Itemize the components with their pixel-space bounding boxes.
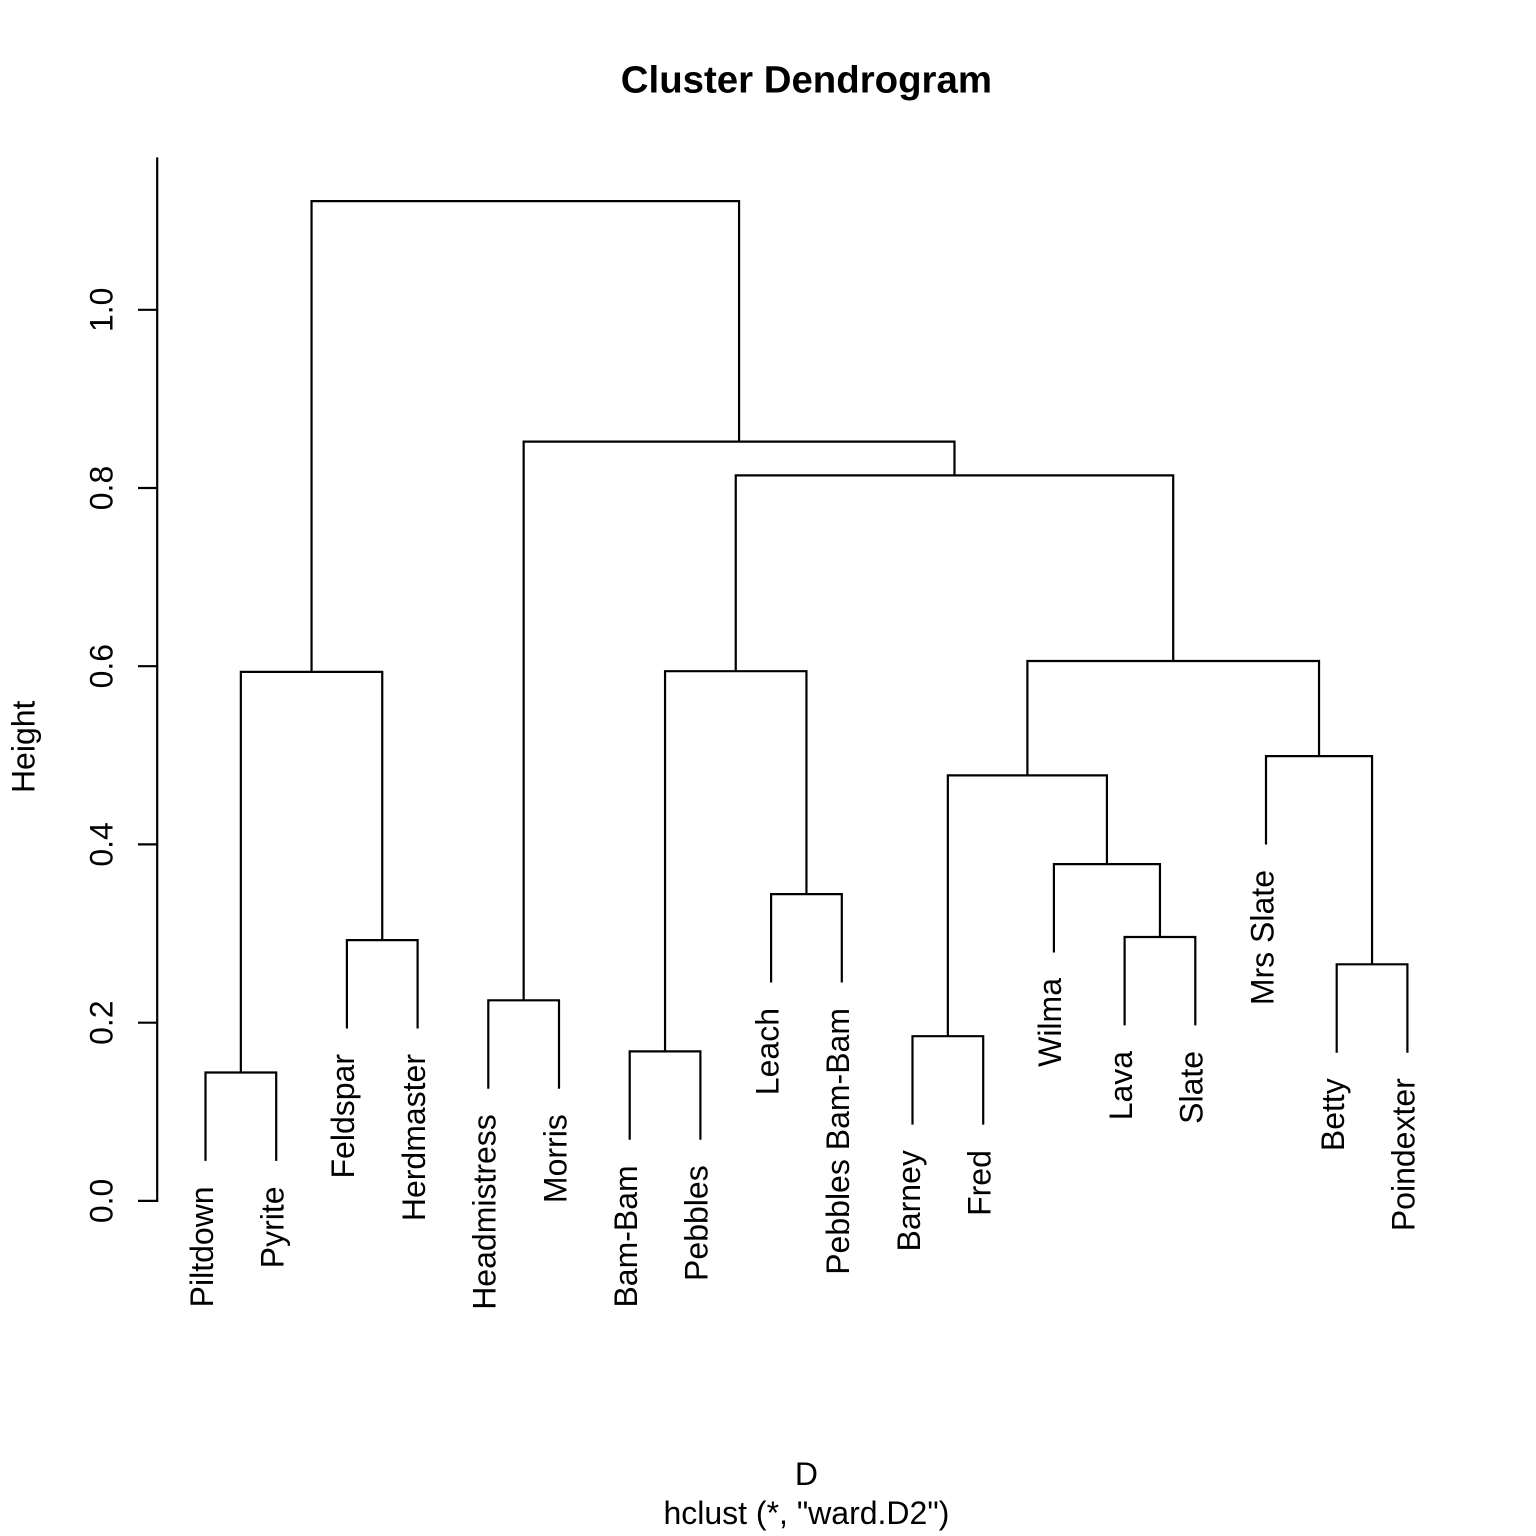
svg-text:Pebbles Bam-Bam: Pebbles Bam-Bam [820,1008,856,1275]
svg-text:Herdmaster: Herdmaster [396,1054,432,1222]
svg-text:Poindexter: Poindexter [1386,1078,1422,1231]
svg-text:Pyrite: Pyrite [255,1186,291,1268]
svg-text:Bam-Bam: Bam-Bam [608,1165,644,1307]
svg-text:Leach: Leach [749,1008,785,1095]
svg-text:0.8: 0.8 [84,466,120,510]
svg-text:Cluster Dendrogram: Cluster Dendrogram [621,59,992,102]
svg-text:Lava: Lava [1103,1051,1139,1121]
svg-text:0.4: 0.4 [84,822,120,866]
svg-text:Fred: Fred [962,1150,998,1216]
svg-text:0.0: 0.0 [84,1179,120,1223]
svg-text:0.2: 0.2 [84,1000,120,1044]
svg-text:hclust (*, "ward.D2"): hclust (*, "ward.D2") [663,1495,949,1531]
svg-text:Morris: Morris [537,1114,573,1203]
svg-text:Barney: Barney [891,1150,927,1251]
svg-text:Feldspar: Feldspar [325,1054,361,1179]
svg-text:Pebbles: Pebbles [679,1165,715,1281]
svg-text:Piltdown: Piltdown [184,1186,220,1307]
svg-text:1.0: 1.0 [84,288,120,332]
svg-text:Wilma: Wilma [1032,978,1068,1067]
svg-text:Height: Height [6,700,42,793]
svg-text:D: D [795,1456,818,1492]
svg-text:Headmistress: Headmistress [467,1114,503,1310]
svg-text:0.6: 0.6 [84,644,120,688]
svg-text:Mrs Slate: Mrs Slate [1244,870,1280,1005]
svg-text:Slate: Slate [1174,1051,1210,1124]
svg-text:Betty: Betty [1315,1078,1351,1151]
